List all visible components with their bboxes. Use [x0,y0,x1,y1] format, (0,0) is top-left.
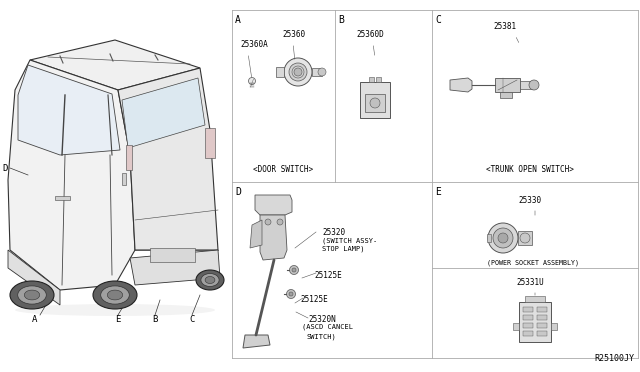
Bar [523,323,533,328]
Circle shape [498,233,508,243]
Polygon shape [18,65,120,155]
Ellipse shape [10,281,54,309]
Polygon shape [122,78,205,148]
Bar [523,315,533,320]
Ellipse shape [205,276,215,283]
Bar [369,77,374,82]
Bar [513,323,519,330]
Bar [518,231,532,245]
Bar [312,68,322,76]
Text: A: A [32,315,38,324]
Bar [520,81,534,89]
Circle shape [289,292,293,296]
Circle shape [294,68,302,76]
Text: 25320N: 25320N [308,315,336,324]
Text: SWITCH): SWITCH) [307,333,337,340]
Polygon shape [8,60,135,290]
Text: <TRUNK OPEN SWITCH>: <TRUNK OPEN SWITCH> [486,165,574,174]
Ellipse shape [201,273,219,286]
Bar [376,77,381,82]
Bar [126,145,132,170]
Bar [495,78,520,92]
Polygon shape [250,220,262,248]
Text: 25381: 25381 [493,22,516,31]
Polygon shape [450,78,472,92]
Text: C: C [435,15,441,25]
Text: 25360A: 25360A [240,40,268,49]
Text: (SWITCH ASSY-: (SWITCH ASSY- [322,237,377,244]
Circle shape [265,219,271,225]
Text: R25100JY: R25100JY [594,354,634,363]
Circle shape [370,98,380,108]
Polygon shape [255,195,292,215]
Text: D: D [235,187,241,197]
Circle shape [289,63,307,81]
Bar [365,94,385,112]
Bar [537,307,547,312]
Polygon shape [130,250,220,285]
Bar [523,307,533,312]
Text: 25360D: 25360D [356,30,384,39]
Bar [537,315,547,320]
Ellipse shape [196,270,224,290]
Text: 25320: 25320 [322,228,345,237]
Bar [523,331,533,336]
Polygon shape [260,215,287,260]
Polygon shape [243,335,270,348]
Text: (ASCD CANCEL: (ASCD CANCEL [302,324,353,330]
Circle shape [289,266,298,275]
Text: C: C [189,315,195,324]
Polygon shape [118,68,218,250]
Text: B: B [152,315,157,324]
Bar [205,128,215,158]
Text: D: D [3,164,8,173]
Bar [537,323,547,328]
Bar [360,82,390,118]
Circle shape [248,77,255,84]
Bar [537,331,547,336]
Text: STOP LAMP): STOP LAMP) [322,246,365,253]
Ellipse shape [108,290,123,300]
Text: 25125E: 25125E [314,271,342,280]
Circle shape [287,289,296,298]
Circle shape [493,228,513,248]
Bar [551,323,557,330]
Circle shape [292,268,296,272]
Text: E: E [435,187,441,197]
Text: A: A [235,15,241,25]
Circle shape [529,80,539,90]
Text: E: E [115,315,121,324]
Circle shape [520,233,530,243]
Text: B: B [338,15,344,25]
Bar [519,302,551,342]
Circle shape [488,223,518,253]
Ellipse shape [18,286,46,304]
Ellipse shape [100,286,129,304]
Ellipse shape [93,281,137,309]
Ellipse shape [24,290,40,300]
Bar [122,173,126,185]
Text: (POWER SOCKET ASSEMBLY): (POWER SOCKET ASSEMBLY) [487,259,579,266]
Circle shape [318,68,326,76]
Bar [487,234,491,242]
Polygon shape [30,40,200,90]
Bar [525,296,545,302]
Text: 25331U: 25331U [516,278,544,287]
Polygon shape [8,250,60,305]
Circle shape [284,58,312,86]
Text: 25125E: 25125E [300,295,328,304]
Bar [150,248,195,262]
Text: <DOOR SWITCH>: <DOOR SWITCH> [253,165,313,174]
Ellipse shape [15,304,215,316]
Bar [55,196,70,200]
Text: 25360: 25360 [282,30,305,39]
Bar [276,67,284,77]
Bar [500,92,512,98]
Circle shape [277,219,283,225]
Text: 25330: 25330 [518,196,541,205]
